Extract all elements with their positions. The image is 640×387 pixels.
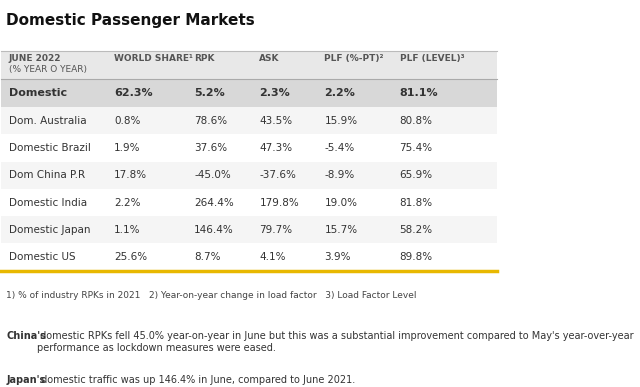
Text: 4.1%: 4.1% bbox=[259, 252, 286, 262]
Text: Dom China P.R: Dom China P.R bbox=[9, 170, 85, 180]
FancyBboxPatch shape bbox=[1, 79, 497, 107]
Text: 65.9%: 65.9% bbox=[399, 170, 433, 180]
Text: Domestic US: Domestic US bbox=[9, 252, 76, 262]
Text: 1) % of industry RPKs in 2021   2) Year-on-year change in load factor   3) Load : 1) % of industry RPKs in 2021 2) Year-on… bbox=[6, 291, 417, 300]
Text: 1.1%: 1.1% bbox=[114, 225, 141, 235]
FancyBboxPatch shape bbox=[1, 134, 497, 162]
FancyBboxPatch shape bbox=[1, 189, 497, 216]
Text: -45.0%: -45.0% bbox=[194, 170, 231, 180]
Text: Dom. Australia: Dom. Australia bbox=[9, 116, 86, 126]
Text: 25.6%: 25.6% bbox=[114, 252, 147, 262]
Text: PLF (%-PT)²: PLF (%-PT)² bbox=[324, 54, 384, 63]
Text: 19.0%: 19.0% bbox=[324, 197, 358, 207]
Text: 79.7%: 79.7% bbox=[259, 225, 292, 235]
Text: RPK: RPK bbox=[194, 54, 215, 63]
Text: 264.4%: 264.4% bbox=[194, 197, 234, 207]
Text: 17.8%: 17.8% bbox=[114, 170, 147, 180]
Text: 146.4%: 146.4% bbox=[194, 225, 234, 235]
Text: JUNE 2022: JUNE 2022 bbox=[9, 54, 61, 63]
Text: Domestic Passenger Markets: Domestic Passenger Markets bbox=[6, 13, 255, 28]
Text: -8.9%: -8.9% bbox=[324, 170, 355, 180]
Text: 58.2%: 58.2% bbox=[399, 225, 433, 235]
Text: 81.8%: 81.8% bbox=[399, 197, 433, 207]
Text: 15.9%: 15.9% bbox=[324, 116, 358, 126]
Text: domestic RPKs fell 45.0% year-on-year in June but this was a substantial improve: domestic RPKs fell 45.0% year-on-year in… bbox=[38, 331, 634, 353]
Text: WORLD SHARE¹: WORLD SHARE¹ bbox=[114, 54, 193, 63]
Text: (% YEAR O YEAR): (% YEAR O YEAR) bbox=[9, 65, 87, 74]
Text: ASK: ASK bbox=[259, 54, 280, 63]
Text: 47.3%: 47.3% bbox=[259, 143, 292, 153]
Text: 2.3%: 2.3% bbox=[259, 88, 290, 98]
Text: 15.7%: 15.7% bbox=[324, 225, 358, 235]
Text: 2.2%: 2.2% bbox=[114, 197, 141, 207]
Text: 3.9%: 3.9% bbox=[324, 252, 351, 262]
Text: Domestic India: Domestic India bbox=[9, 197, 87, 207]
FancyBboxPatch shape bbox=[1, 243, 497, 271]
Text: 78.6%: 78.6% bbox=[194, 116, 227, 126]
FancyBboxPatch shape bbox=[1, 107, 497, 134]
Text: China's: China's bbox=[6, 331, 46, 341]
Text: PLF (LEVEL)³: PLF (LEVEL)³ bbox=[399, 54, 464, 63]
FancyBboxPatch shape bbox=[1, 51, 497, 79]
Text: -37.6%: -37.6% bbox=[259, 170, 296, 180]
Text: 62.3%: 62.3% bbox=[114, 88, 153, 98]
FancyBboxPatch shape bbox=[1, 162, 497, 189]
Text: 8.7%: 8.7% bbox=[194, 252, 221, 262]
Text: 2.2%: 2.2% bbox=[324, 88, 355, 98]
Text: 81.1%: 81.1% bbox=[399, 88, 438, 98]
Text: 80.8%: 80.8% bbox=[399, 116, 433, 126]
Text: 1.9%: 1.9% bbox=[114, 143, 141, 153]
Text: 5.2%: 5.2% bbox=[194, 88, 225, 98]
Text: 37.6%: 37.6% bbox=[194, 143, 227, 153]
FancyBboxPatch shape bbox=[1, 216, 497, 243]
Text: 89.8%: 89.8% bbox=[399, 252, 433, 262]
Text: 43.5%: 43.5% bbox=[259, 116, 292, 126]
Text: Domestic: Domestic bbox=[9, 88, 67, 98]
Text: domestic traffic was up 146.4% in June, compared to June 2021.: domestic traffic was up 146.4% in June, … bbox=[38, 375, 355, 385]
Text: Domestic Japan: Domestic Japan bbox=[9, 225, 90, 235]
Text: Japan's: Japan's bbox=[6, 375, 45, 385]
Text: 179.8%: 179.8% bbox=[259, 197, 299, 207]
Text: 0.8%: 0.8% bbox=[114, 116, 140, 126]
Text: 75.4%: 75.4% bbox=[399, 143, 433, 153]
Text: Domestic Brazil: Domestic Brazil bbox=[9, 143, 91, 153]
Text: -5.4%: -5.4% bbox=[324, 143, 355, 153]
